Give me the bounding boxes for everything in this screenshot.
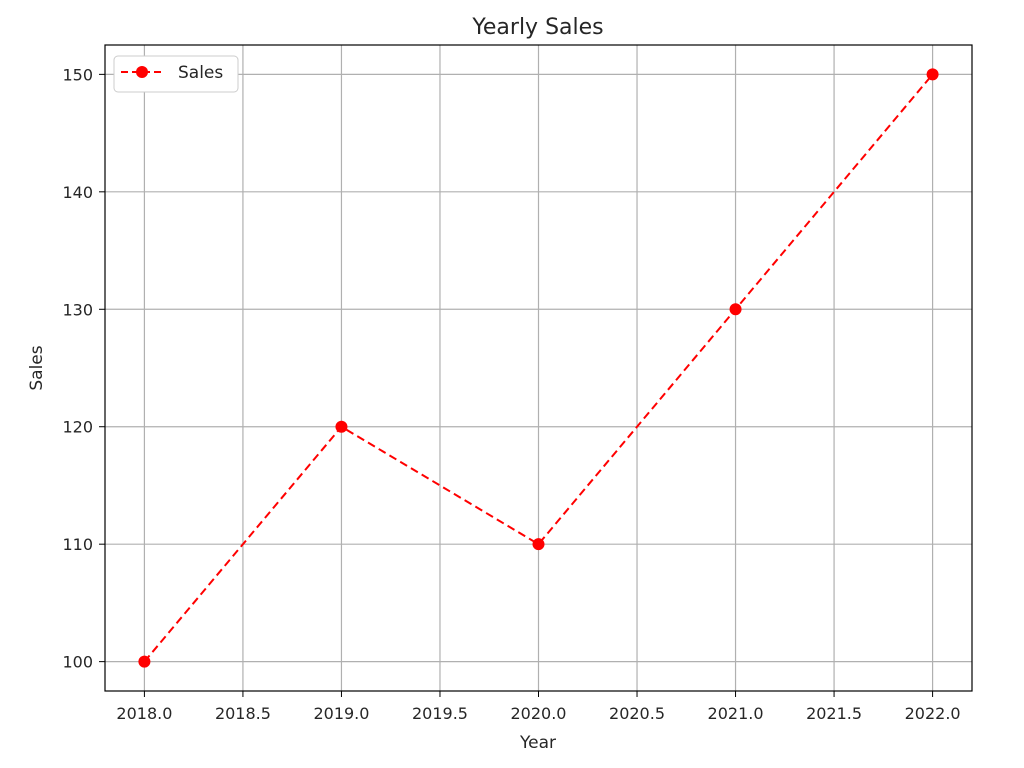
y-tick-label: 120: [62, 418, 93, 437]
legend-box: [113, 55, 239, 93]
legend: Sales: [113, 55, 239, 93]
y-tick-label: 140: [62, 183, 93, 202]
legend-marker: [136, 66, 148, 78]
y-axis-ticks: 100 110 120 130 140 150: [62, 65, 105, 672]
data-point: [926, 68, 939, 81]
grid: [105, 45, 972, 691]
x-tick-label: 2019.5: [412, 704, 468, 723]
y-tick-label: 130: [62, 300, 93, 319]
y-axis-label: Sales: [27, 345, 47, 390]
x-tick-label: 2019.0: [313, 704, 369, 723]
x-axis-ticks: 2018.0 2018.5 2019.0 2019.5 2020.0 2020.5 2021…: [116, 691, 961, 723]
x-tick-label: 2022.0: [905, 704, 961, 723]
y-tick-label: 100: [62, 653, 93, 672]
x-axis-label: Year: [519, 733, 556, 753]
x-tick-label: 2020.5: [609, 704, 665, 723]
x-tick-label: 2020.0: [511, 704, 567, 723]
y-tick-label: 150: [62, 65, 93, 84]
x-tick-label: 2018.0: [116, 704, 172, 723]
data-point: [138, 655, 151, 668]
x-tick-label: 2021.5: [806, 704, 862, 723]
series-line-sales: [143, 73, 934, 663]
legend-label: Sales: [178, 63, 223, 83]
data-point: [729, 303, 742, 316]
plot-area: [138, 68, 939, 668]
data-point: [335, 420, 348, 433]
x-tick-label: 2018.5: [215, 704, 271, 723]
chart-title: Yearly Sales: [471, 15, 603, 40]
data-point: [532, 538, 545, 551]
x-tick-label: 2021.0: [708, 704, 764, 723]
y-tick-label: 110: [62, 535, 93, 554]
